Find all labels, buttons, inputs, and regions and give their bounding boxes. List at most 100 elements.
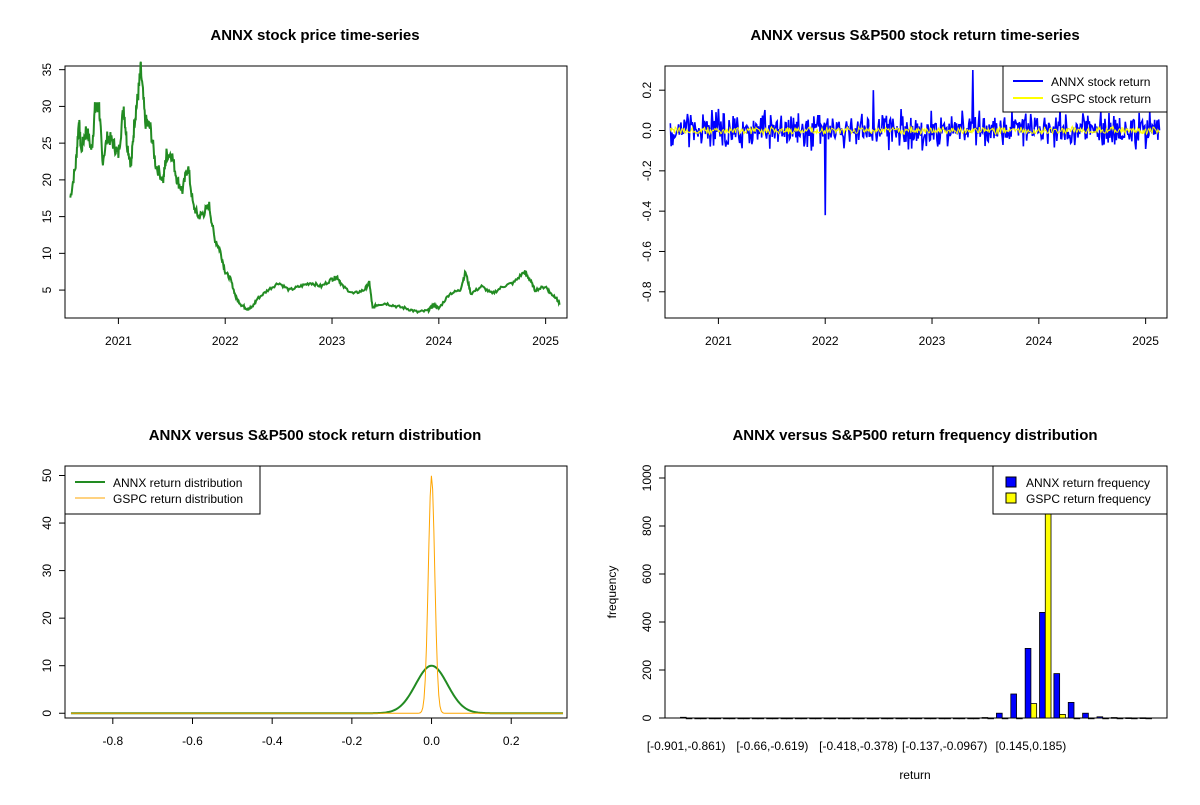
- gspc-bar: [757, 717, 765, 720]
- y-tick-label: 0: [640, 714, 654, 721]
- x-tick-label: [0.145,0.185): [996, 739, 1067, 753]
- chart-title: ANNX versus S&P500 return frequency dist…: [732, 427, 1097, 444]
- gspc-bar: [1131, 717, 1138, 720]
- gspc-bar: [1145, 717, 1152, 720]
- annx-bar: [895, 717, 903, 720]
- gspc-bar: [1087, 717, 1095, 720]
- y-tick-label: -0.6: [640, 241, 654, 262]
- x-tick-label: -0.4: [262, 734, 283, 748]
- annx-bar: [1053, 673, 1061, 719]
- gspc-bar: [843, 717, 851, 720]
- gspc-bar: [915, 717, 923, 720]
- x-tick-label: 0.2: [503, 734, 520, 748]
- x-tick-label: 2022: [812, 334, 839, 348]
- annx-bar: [1139, 717, 1147, 719]
- y-tick-label: 10: [40, 246, 54, 260]
- annx-bar: [809, 717, 816, 720]
- x-tick-label: 2023: [919, 334, 946, 348]
- gspc-return-line: [669, 125, 1160, 137]
- x-tick-label: -0.8: [102, 734, 123, 748]
- gspc-bar: [685, 717, 693, 720]
- y-tick-label: 200: [640, 660, 654, 680]
- y-axis-label: frequency: [605, 566, 619, 619]
- annx-bar: [909, 717, 917, 720]
- legend-label: ANNX return distribution: [113, 476, 242, 490]
- y-tick-label: 40: [40, 516, 54, 530]
- gspc-bar: [728, 717, 736, 720]
- panel-distribution: ANNX versus S&P500 stock return distribu…: [40, 427, 568, 748]
- legend: ANNX stock return GSPC stock return: [1002, 65, 1168, 113]
- panel-price: ANNX stock price time-series 51015202530…: [40, 27, 568, 348]
- x-axis-label: return: [899, 768, 930, 782]
- panel-frequency: ANNX versus S&P500 return frequency dist…: [605, 427, 1168, 782]
- y-tick-label: 30: [40, 99, 54, 113]
- gspc-bar: [929, 717, 937, 720]
- x-tick-label: [-0.66,-0.619): [736, 739, 808, 753]
- gspc-bar: [872, 717, 880, 720]
- annx-bar: [938, 717, 946, 720]
- y-tick-label: 35: [40, 63, 54, 77]
- gspc-bar: [1116, 717, 1124, 720]
- y-tick-label: 30: [40, 564, 54, 578]
- gspc-bar: [987, 717, 994, 720]
- x-tick-label: 2024: [425, 334, 452, 348]
- annx-bar: [852, 717, 859, 720]
- annx-bar: [708, 717, 716, 720]
- annx-bar: [1082, 712, 1089, 719]
- gspc-bar: [1030, 703, 1038, 719]
- annx-bar: [1067, 702, 1075, 719]
- x-tick-label: 2021: [105, 334, 132, 348]
- gspc-bar: [829, 717, 836, 720]
- gspc-bar: [901, 717, 908, 720]
- legend-label: ANNX stock return: [1051, 75, 1150, 89]
- y-tick-label: -0.2: [640, 160, 654, 181]
- y-tick-label: 20: [40, 173, 54, 187]
- legend-swatch: [1005, 476, 1017, 488]
- annx-bar: [1039, 612, 1046, 719]
- legend-box: [992, 465, 1168, 515]
- gspc-bar: [815, 717, 822, 720]
- x-tick-label: [-0.418,-0.378): [819, 739, 898, 753]
- y-tick-label: 400: [640, 612, 654, 632]
- price-line: [69, 61, 561, 315]
- gspc-bar: [1102, 717, 1109, 720]
- annx-bar: [723, 717, 730, 720]
- y-tick-label: 0: [40, 710, 54, 717]
- x-tick-label: 2023: [319, 334, 346, 348]
- gspc-bar: [1001, 717, 1009, 720]
- annx-bar: [766, 717, 773, 720]
- gspc-bar: [1016, 717, 1023, 720]
- y-tick-label: 0.0: [640, 122, 654, 139]
- chart-title: ANNX versus S&P500 stock return distribu…: [149, 427, 482, 444]
- plot-frame: [664, 65, 1168, 319]
- legend: ANNX return distribution GSPC return dis…: [64, 465, 261, 515]
- annx-bar: [866, 717, 874, 720]
- annx-bar: [823, 717, 831, 720]
- annx-bar: [1110, 717, 1118, 719]
- annx-bar: [1096, 716, 1104, 719]
- gspc-bar: [1073, 717, 1081, 720]
- gspc-bar: [958, 717, 966, 720]
- y-tick-label: 50: [40, 469, 54, 483]
- annx-bar: [780, 717, 788, 720]
- gspc-bar: [886, 717, 894, 720]
- gspc-bar: [786, 717, 793, 720]
- x-tick-label: [-0.901,-0.861): [647, 739, 726, 753]
- annx-bar: [967, 717, 974, 720]
- plot-frame: [64, 465, 568, 719]
- annx-bar: [737, 717, 745, 720]
- annx-bar: [694, 717, 701, 720]
- x-tick-label: -0.6: [182, 734, 203, 748]
- panel-returns: ANNX versus S&P500 stock return time-ser…: [640, 27, 1168, 348]
- gspc-bar: [1059, 714, 1066, 719]
- annx-bar: [794, 717, 802, 720]
- legend-box: [1002, 65, 1168, 113]
- x-tick-label: 2021: [705, 334, 732, 348]
- legend-label: GSPC stock return: [1051, 92, 1151, 106]
- y-tick-label: 5: [40, 286, 54, 293]
- legend-label: GSPC return distribution: [113, 492, 243, 506]
- x-tick-label: 2024: [1025, 334, 1052, 348]
- y-tick-label: 800: [640, 516, 654, 536]
- annx-bar: [981, 717, 989, 719]
